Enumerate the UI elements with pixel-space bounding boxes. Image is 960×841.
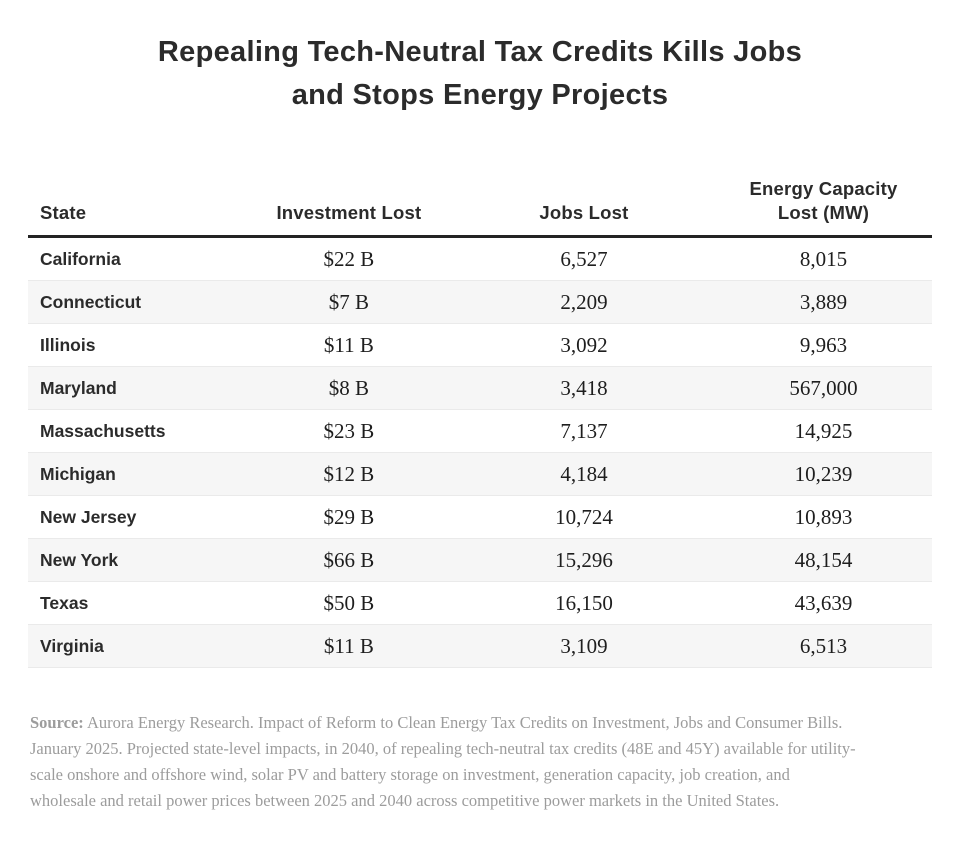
investment-lost-cell: $29 B <box>323 504 375 529</box>
state-cell: Maryland <box>40 377 117 398</box>
investment-lost-cell: $23 B <box>323 418 375 443</box>
state-cell: New Jersey <box>40 506 137 527</box>
capacity-lost-cell: 14,925 <box>794 418 853 443</box>
table-row: Massachusetts $23 B 7,137 14,925 <box>28 410 932 453</box>
col-header-energy-capacity-lost: Energy Capacity Lost (MW) <box>715 177 932 238</box>
source-text: Aurora Energy Research. Impact of Reform… <box>30 713 856 810</box>
jobs-lost-cell: 2,209 <box>560 289 608 314</box>
investment-lost-cell: $7 B <box>328 289 370 314</box>
investment-lost-cell: $8 B <box>328 375 370 400</box>
col-header-state: State <box>28 177 245 238</box>
table-row: Texas $50 B 16,150 43,639 <box>28 582 932 625</box>
jobs-lost-cell: 4,184 <box>560 461 608 486</box>
table-header: State Investment Lost Jobs Lost Energy C… <box>28 177 932 238</box>
state-cell: Illinois <box>40 334 96 355</box>
state-cell: Michigan <box>40 463 116 484</box>
table-body: California $22 B 6,527 8,015 Connecticut… <box>28 237 932 668</box>
capacity-lost-cell: 43,639 <box>794 590 853 615</box>
source-note: Source: Aurora Energy Research. Impact o… <box>30 710 932 814</box>
capacity-lost-cell: 48,154 <box>794 547 853 572</box>
state-cell: Texas <box>40 592 89 613</box>
capacity-lost-cell: 10,893 <box>794 504 853 529</box>
jobs-lost-cell: 3,418 <box>560 375 608 400</box>
state-cell: Connecticut <box>40 291 142 312</box>
col-header-jobs-lost: Jobs Lost <box>452 177 716 238</box>
jobs-lost-cell: 3,092 <box>560 332 608 357</box>
capacity-lost-cell: 10,239 <box>794 461 853 486</box>
table-row: New Jersey $29 B 10,724 10,893 <box>28 496 932 539</box>
capacity-lost-cell: 9,963 <box>799 332 848 357</box>
capacity-lost-cell: 567,000 <box>789 375 858 400</box>
impact-table: State Investment Lost Jobs Lost Energy C… <box>28 177 932 668</box>
page-title: Repealing Tech-Neutral Tax Credits Kills… <box>157 36 803 111</box>
investment-lost-cell: $22 B <box>323 246 375 271</box>
jobs-lost-cell: 7,137 <box>560 418 608 443</box>
jobs-lost-cell: 3,109 <box>560 633 608 658</box>
table-row: Connecticut $7 B 2,209 3,889 <box>28 280 932 324</box>
state-cell: California <box>40 248 121 269</box>
col-header-investment-lost: Investment Lost <box>244 177 453 238</box>
table-row: Maryland $8 B 3,418 567,000 <box>28 366 932 410</box>
capacity-lost-cell: 8,015 <box>799 246 848 271</box>
jobs-lost-cell: 16,150 <box>555 590 613 615</box>
investment-lost-cell: $12 B <box>323 461 375 486</box>
table-row: New York $66 B 15,296 48,154 <box>28 538 932 582</box>
investment-lost-cell: $11 B <box>323 332 374 357</box>
source-label: Source: <box>30 713 84 732</box>
investment-lost-cell: $50 B <box>323 590 375 615</box>
jobs-lost-cell: 10,724 <box>555 504 613 529</box>
table-row: Virginia $11 B 3,109 6,513 <box>28 624 932 668</box>
investment-lost-cell: $66 B <box>323 547 375 572</box>
state-cell: Massachusetts <box>40 420 166 441</box>
table-row: California $22 B 6,527 8,015 <box>28 237 932 281</box>
jobs-lost-cell: 6,527 <box>560 246 608 271</box>
jobs-lost-cell: 15,296 <box>555 547 613 572</box>
table-row: Illinois $11 B 3,092 9,963 <box>28 324 932 367</box>
capacity-lost-cell: 6,513 <box>799 633 848 658</box>
state-cell: Virginia <box>40 635 104 656</box>
state-cell: New York <box>40 549 119 570</box>
capacity-lost-cell: 3,889 <box>799 289 848 314</box>
investment-lost-cell: $11 B <box>323 633 374 658</box>
table-header-row: State Investment Lost Jobs Lost Energy C… <box>28 177 932 238</box>
table-row: Michigan $12 B 4,184 10,239 <box>28 452 932 496</box>
